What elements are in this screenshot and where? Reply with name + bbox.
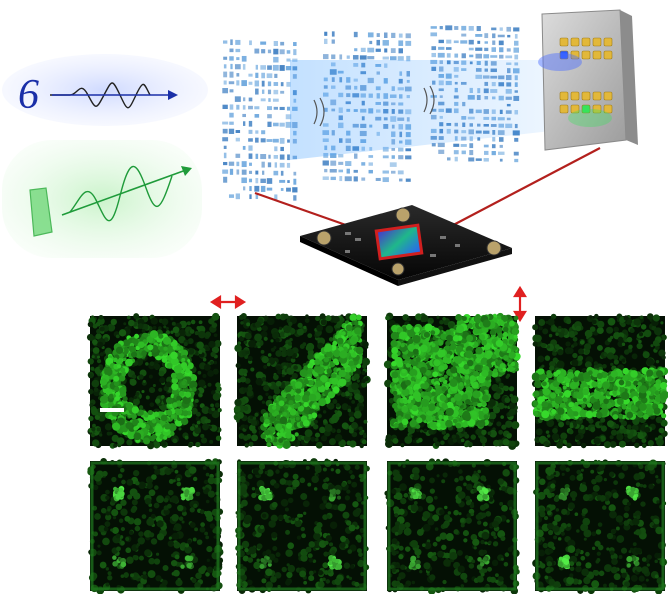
- micrograph-grid: [86, 312, 668, 594]
- vertical-polarization-arrow: [513, 285, 527, 323]
- micrograph-detector-maps-1: [87, 457, 224, 594]
- detector-pad: [581, 91, 591, 101]
- image-sensor: [374, 223, 424, 261]
- detector-pad: [603, 50, 613, 60]
- detector-pad: [592, 50, 602, 60]
- blue-input-beam: 6: [2, 54, 208, 126]
- detector-pad: [603, 91, 613, 101]
- green-input-beam: [2, 140, 202, 258]
- detector-pad: [570, 104, 580, 114]
- scale-bar: [100, 408, 124, 412]
- detector-pad: [581, 50, 591, 60]
- blue-arrowhead-icon: [168, 90, 178, 100]
- detector-pad: [603, 104, 613, 114]
- detector-pad: [581, 104, 591, 114]
- digit-label: 6: [18, 72, 39, 118]
- green-object-icon: [29, 187, 53, 237]
- micrograph-patterns-1: [86, 312, 222, 450]
- detector-pad: [559, 104, 569, 114]
- detector-pad: [603, 37, 613, 47]
- micrograph-patterns-2: [233, 312, 371, 450]
- diffractive-layer-1: [222, 39, 298, 201]
- detector-pad: [592, 91, 602, 101]
- detector-pad: [570, 37, 580, 47]
- sensor-board: [300, 205, 512, 286]
- detector-pad: [559, 50, 569, 60]
- micrograph-detector-maps-3: [384, 458, 520, 594]
- output-detector-plate: [538, 9, 638, 151]
- micrograph-detector-maps-2: [235, 458, 370, 594]
- micrograph-detector-maps-4: [532, 459, 668, 594]
- horizontal-polarization-arrow: [209, 295, 247, 309]
- green-arrowhead-icon: [181, 166, 192, 176]
- detector-pad: [592, 37, 602, 47]
- detector-pad: [581, 37, 591, 47]
- detector-pad: [592, 104, 602, 114]
- green-wave-icon: [69, 165, 173, 222]
- detector-pad: [570, 50, 580, 60]
- detector-pad: [559, 91, 569, 101]
- micrograph-patterns-4: [531, 313, 668, 449]
- micrograph-patterns-3: [383, 312, 521, 450]
- detector-pad: [570, 91, 580, 101]
- green-wave-axis: [61, 169, 187, 216]
- propagation-arcs: [313, 85, 435, 127]
- detector-pad: [559, 37, 569, 47]
